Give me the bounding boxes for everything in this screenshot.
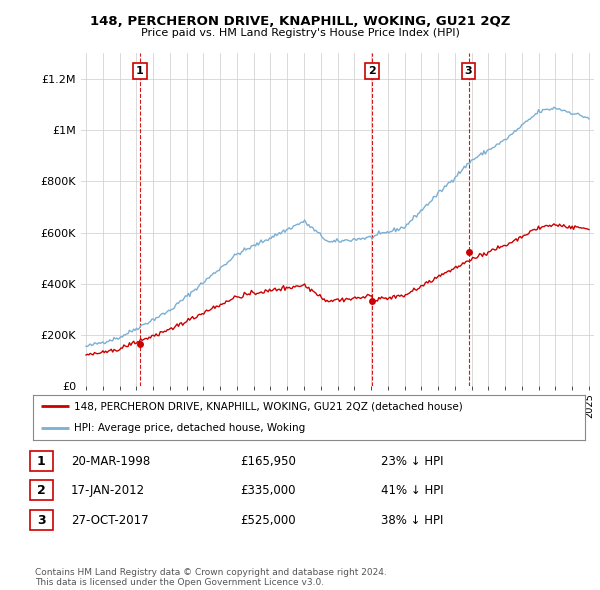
Text: 38% ↓ HPI: 38% ↓ HPI — [381, 514, 443, 527]
Text: Contains HM Land Registry data © Crown copyright and database right 2024.
This d: Contains HM Land Registry data © Crown c… — [35, 568, 386, 587]
Text: 17-JAN-2012: 17-JAN-2012 — [71, 484, 145, 497]
Text: 20-MAR-1998: 20-MAR-1998 — [71, 455, 150, 468]
Text: 1: 1 — [37, 455, 46, 468]
Text: HPI: Average price, detached house, Woking: HPI: Average price, detached house, Woki… — [74, 424, 305, 434]
Text: £525,000: £525,000 — [240, 514, 296, 527]
Text: 3: 3 — [465, 66, 472, 76]
Text: £335,000: £335,000 — [240, 484, 296, 497]
Text: 23% ↓ HPI: 23% ↓ HPI — [381, 455, 443, 468]
Text: 41% ↓ HPI: 41% ↓ HPI — [381, 484, 443, 497]
Text: 148, PERCHERON DRIVE, KNAPHILL, WOKING, GU21 2QZ (detached house): 148, PERCHERON DRIVE, KNAPHILL, WOKING, … — [74, 401, 463, 411]
Text: £165,950: £165,950 — [240, 455, 296, 468]
Text: 2: 2 — [368, 66, 376, 76]
Text: 27-OCT-2017: 27-OCT-2017 — [71, 514, 148, 527]
Text: 3: 3 — [37, 514, 46, 527]
Text: 1: 1 — [136, 66, 144, 76]
Text: Price paid vs. HM Land Registry's House Price Index (HPI): Price paid vs. HM Land Registry's House … — [140, 28, 460, 38]
Text: 148, PERCHERON DRIVE, KNAPHILL, WOKING, GU21 2QZ: 148, PERCHERON DRIVE, KNAPHILL, WOKING, … — [90, 15, 510, 28]
Text: 2: 2 — [37, 484, 46, 497]
